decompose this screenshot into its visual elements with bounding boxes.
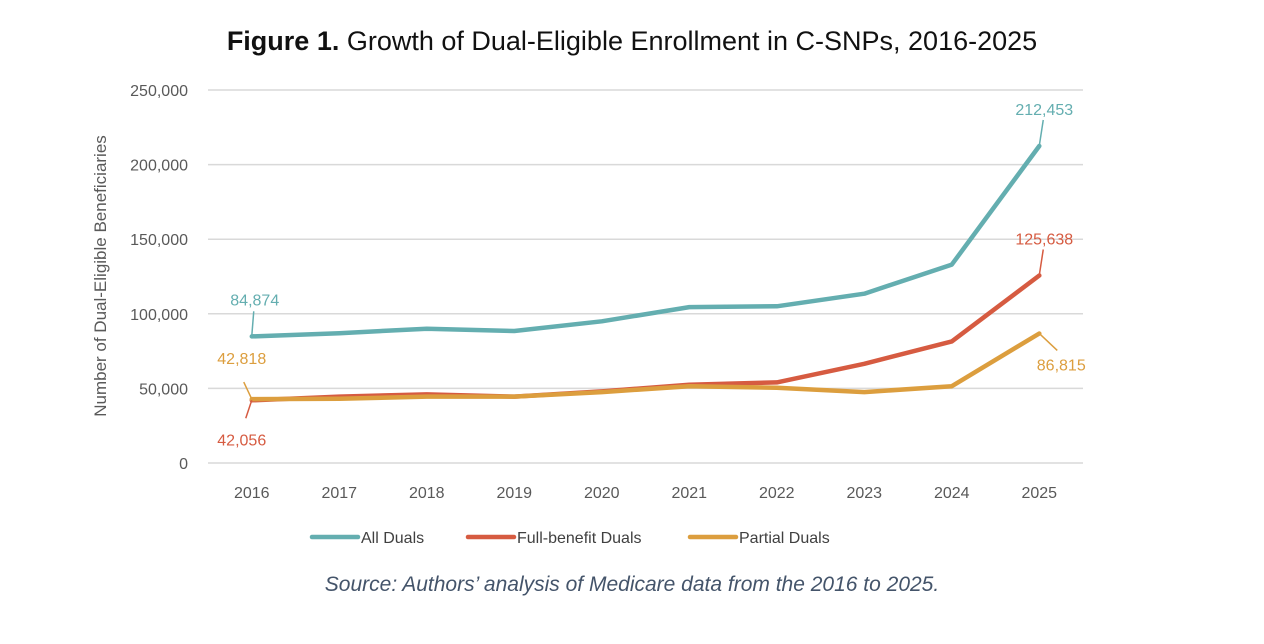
data-label: 86,815 bbox=[1037, 357, 1086, 374]
y-tick-label: 0 bbox=[179, 456, 188, 473]
series-lines bbox=[249, 143, 1042, 403]
legend-label: All Duals bbox=[361, 530, 424, 547]
x-tick-label: 2023 bbox=[846, 485, 882, 502]
x-tick-label: 2024 bbox=[934, 485, 970, 502]
y-axis-label: Number of Dual-Eligible Beneficiaries bbox=[91, 135, 110, 417]
legend-item: Full-benefit Duals bbox=[465, 530, 642, 547]
y-axis-ticks: 0 50,000 100,000 150,000 200,000 250,000 bbox=[130, 83, 188, 473]
y-tick-label: 200,000 bbox=[130, 158, 188, 175]
x-tick-label: 2016 bbox=[234, 485, 270, 502]
data-labels: 84,874 212,453 42,056 125,638 42,818 86,815 bbox=[217, 102, 1086, 449]
x-tick-label: 2018 bbox=[409, 485, 445, 502]
x-tick-label: 2025 bbox=[1021, 485, 1057, 502]
gridlines bbox=[208, 89, 1083, 464]
y-tick-label: 150,000 bbox=[130, 232, 188, 249]
y-tick-label: 50,000 bbox=[139, 381, 188, 398]
leader-line bbox=[1038, 119, 1044, 147]
y-tick-label: 100,000 bbox=[130, 307, 188, 324]
series-line-all-duals bbox=[249, 143, 1042, 339]
x-tick-label: 2019 bbox=[496, 485, 532, 502]
x-tick-label: 2017 bbox=[321, 485, 357, 502]
source-note: Source: Authors’ analysis of Medicare da… bbox=[324, 573, 940, 596]
figure-number: Figure 1. bbox=[226, 26, 340, 56]
data-label: 42,818 bbox=[217, 351, 266, 368]
data-label: 42,056 bbox=[217, 432, 266, 449]
x-tick-label: 2020 bbox=[584, 485, 620, 502]
leader-line bbox=[243, 381, 253, 400]
data-label: 212,453 bbox=[1015, 102, 1073, 119]
legend-item: All Duals bbox=[309, 530, 424, 547]
y-tick-label: 250,000 bbox=[130, 83, 188, 100]
data-label: 125,638 bbox=[1015, 232, 1073, 249]
leader-line bbox=[245, 400, 253, 419]
x-tick-label: 2021 bbox=[671, 485, 707, 502]
x-axis-ticks: 2016 2017 2018 2019 2020 2021 2022 2023 2024 2025 bbox=[234, 485, 1057, 502]
x-tick-label: 2022 bbox=[759, 485, 795, 502]
leader-line bbox=[1038, 332, 1058, 352]
legend: All Duals Full-benefit Duals Partial Duals bbox=[309, 530, 830, 547]
leader-line bbox=[1038, 249, 1044, 276]
chart-title: Figure 1. Growth of Dual-Eligible Enroll… bbox=[0, 26, 1264, 57]
series-line-partial-duals bbox=[249, 331, 1042, 402]
legend-label: Full-benefit Duals bbox=[517, 530, 642, 547]
leader-line bbox=[251, 311, 255, 337]
title-text: Growth of Dual-Eligible Enrollment in C-… bbox=[339, 26, 1038, 56]
data-label: 84,874 bbox=[230, 292, 279, 309]
legend-item: Partial Duals bbox=[687, 530, 830, 547]
legend-label: Partial Duals bbox=[739, 530, 830, 547]
series-line-full-benefit-duals bbox=[249, 273, 1042, 403]
